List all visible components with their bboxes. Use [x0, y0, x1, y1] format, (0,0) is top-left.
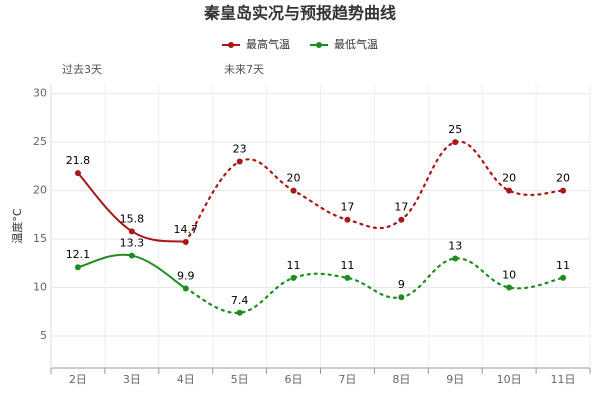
annotation: 未来7天: [224, 63, 264, 76]
x-tick-label: 3日: [123, 373, 141, 386]
y-tick-label: 30: [33, 87, 47, 100]
data-label: 23: [233, 143, 247, 156]
data-label: 21.8: [66, 154, 91, 167]
data-label: 17: [394, 201, 408, 214]
point: [344, 274, 351, 281]
point: [182, 238, 189, 245]
data-label: 13.3: [120, 237, 145, 250]
point: [560, 274, 567, 281]
x-tick-label: 10日: [497, 373, 522, 386]
x-tick-label: 2日: [69, 373, 87, 386]
point: [236, 158, 243, 165]
point: [74, 170, 81, 177]
forecast-line: [184, 257, 565, 314]
data-label: 25: [448, 123, 462, 136]
data-label: 10: [502, 269, 516, 282]
data-label: 11: [340, 259, 354, 272]
data-label: 12.1: [66, 248, 91, 261]
point: [560, 187, 567, 194]
point: [506, 187, 513, 194]
point: [128, 252, 135, 259]
legend-dot: [316, 42, 322, 48]
y-tick-label: 20: [33, 184, 47, 197]
point: [182, 285, 189, 292]
observed-line: [76, 253, 187, 290]
x-tick-label: 11日: [551, 373, 576, 386]
y-tick-label: 15: [33, 232, 47, 245]
point: [128, 228, 135, 235]
data-label: 20: [287, 172, 301, 185]
point: [236, 309, 243, 316]
point: [74, 264, 81, 271]
x-tick-label: 7日: [338, 373, 356, 386]
y-tick-label: 25: [33, 135, 47, 148]
point: [398, 216, 405, 223]
data-label: 11: [287, 259, 301, 272]
data-label: 11: [556, 259, 570, 272]
y-tick-label: 5: [40, 329, 47, 342]
legend-label: 最高气温: [246, 37, 290, 51]
data-label: 7.4: [231, 294, 249, 307]
x-tick-label: 8日: [392, 373, 410, 386]
data-label: 17: [340, 201, 354, 214]
point: [290, 274, 297, 281]
legend-label: 最低气温: [334, 37, 378, 51]
point: [452, 255, 459, 262]
x-tick-label: 6日: [285, 373, 303, 386]
data-label: 15.8: [120, 212, 145, 225]
point: [290, 187, 297, 194]
data-label: 9.9: [177, 270, 195, 283]
x-tick-label: 9日: [446, 373, 464, 386]
data-label: 20: [556, 172, 570, 185]
y-tick-label: 10: [33, 281, 47, 294]
point: [452, 139, 459, 146]
data-label: 14.7: [174, 223, 199, 236]
legend-dot: [228, 42, 234, 48]
data-label: 9: [398, 278, 405, 291]
point: [344, 216, 351, 223]
data-label: 13: [448, 239, 462, 252]
point: [506, 284, 513, 291]
data-label: 20: [502, 172, 516, 185]
annotation: 过去3天: [62, 63, 102, 76]
x-tick-label: 4日: [177, 373, 195, 386]
y-axis-label: 温度°C: [10, 208, 24, 243]
x-tick-label: 5日: [231, 373, 249, 386]
chart-title: 秦皇岛实况与预报趋势曲线: [203, 4, 396, 23]
point: [398, 294, 405, 301]
